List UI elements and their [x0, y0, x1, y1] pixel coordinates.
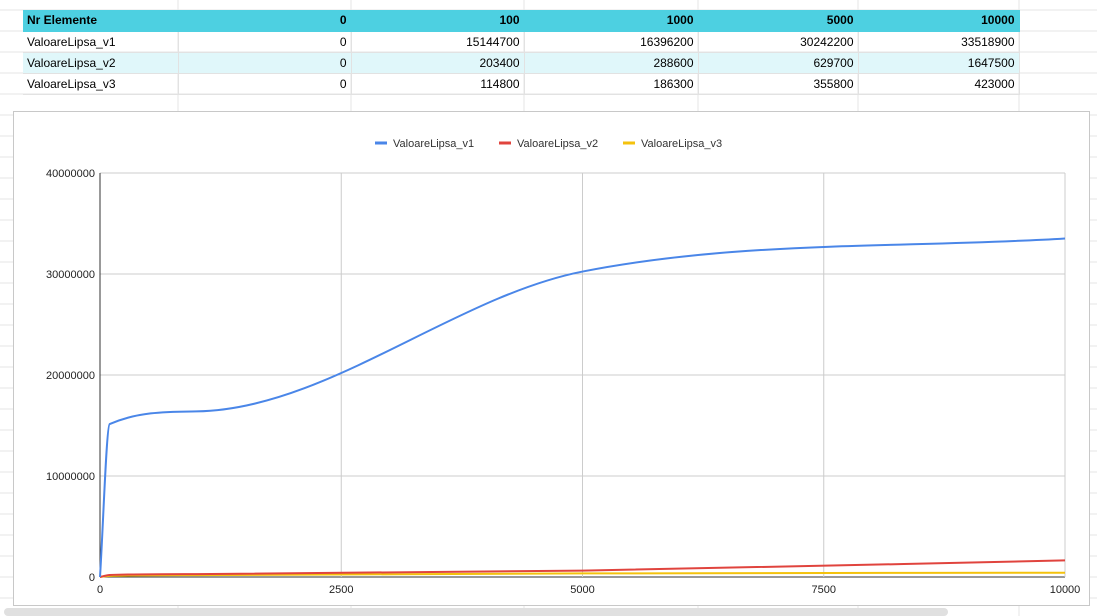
series-line-valoarelipsa-v1[interactable] — [99, 237, 1066, 578]
table-cell[interactable]: ValoareLipsa_v3 — [23, 73, 179, 95]
x-tick-label: 5000 — [570, 584, 594, 596]
table-header-cell[interactable]: 0 — [178, 10, 352, 32]
x-tick-label: 7500 — [812, 584, 836, 596]
table-header-cell[interactable]: 5000 — [698, 10, 859, 32]
legend-label[interactable]: ValoareLipsa_v2 — [517, 138, 598, 150]
table-header-cell[interactable]: 10000 — [858, 10, 1020, 32]
table-cell[interactable]: 33518900 — [858, 31, 1020, 53]
table-cell[interactable]: 186300 — [524, 73, 699, 95]
table-header-cell[interactable]: 100 — [351, 10, 525, 32]
x-tick-label: 2500 — [329, 584, 353, 596]
y-tick-label: 20000000 — [46, 370, 95, 382]
table-row: ValoareLipsa_v3 0 114800 186300 355800 423000 — [23, 73, 1020, 95]
table-cell[interactable]: 0 — [178, 73, 352, 95]
chart-container[interactable]: 0 10000000 20000000 30000000 40000000 0 2500 50… — [13, 111, 1090, 606]
horizontal-scrollbar[interactable] — [4, 608, 948, 616]
table-row: ValoareLipsa_v2 0 203400 288600 629700 164750… — [23, 52, 1020, 74]
table-cell[interactable]: 288600 — [524, 52, 699, 74]
table-cell[interactable]: 15144700 — [351, 31, 525, 53]
x-tick-label: 10000 — [1050, 584, 1081, 596]
x-tick-label: 0 — [97, 584, 103, 596]
table-header-cell[interactable]: Nr Elemente — [23, 10, 179, 32]
table-cell[interactable]: 629700 — [698, 52, 859, 74]
table-cell[interactable]: 1647500 — [858, 52, 1020, 74]
table-cell[interactable]: 0 — [178, 52, 352, 74]
table-cell[interactable]: 16396200 — [524, 31, 699, 53]
table-cell[interactable]: 203400 — [351, 52, 525, 74]
table-cell[interactable]: 114800 — [351, 73, 525, 95]
data-table: Nr Elemente 0 100 1000 5000 10000 ValoareLipsa… — [23, 10, 1020, 95]
legend-label[interactable]: ValoareLipsa_v3 — [641, 138, 722, 150]
table-row: ValoareLipsa_v1 0 15144700 16396200 30242200… — [23, 31, 1020, 53]
y-tick-label: 10000000 — [46, 471, 95, 483]
legend-label[interactable]: ValoareLipsa_v1 — [393, 138, 474, 150]
table-cell[interactable]: ValoareLipsa_v1 — [23, 31, 179, 53]
y-tick-label: 40000000 — [46, 168, 95, 180]
series-line-valoarelipsa-v2[interactable] — [99, 559, 1066, 578]
table-cell[interactable]: 355800 — [698, 73, 859, 95]
y-tick-label: 30000000 — [46, 269, 95, 281]
y-tick-label: 0 — [89, 572, 95, 584]
table-cell[interactable]: ValoareLipsa_v2 — [23, 52, 179, 74]
table-header-cell[interactable]: 1000 — [524, 10, 699, 32]
table-cell[interactable]: 423000 — [858, 73, 1020, 95]
table-cell[interactable]: 30242200 — [698, 31, 859, 53]
table-header-row: Nr Elemente 0 100 1000 5000 10000 — [23, 10, 1020, 32]
table-cell[interactable]: 0 — [178, 31, 352, 53]
line-chart: 0 10000000 20000000 30000000 40000000 0 2500 50… — [46, 138, 1081, 596]
